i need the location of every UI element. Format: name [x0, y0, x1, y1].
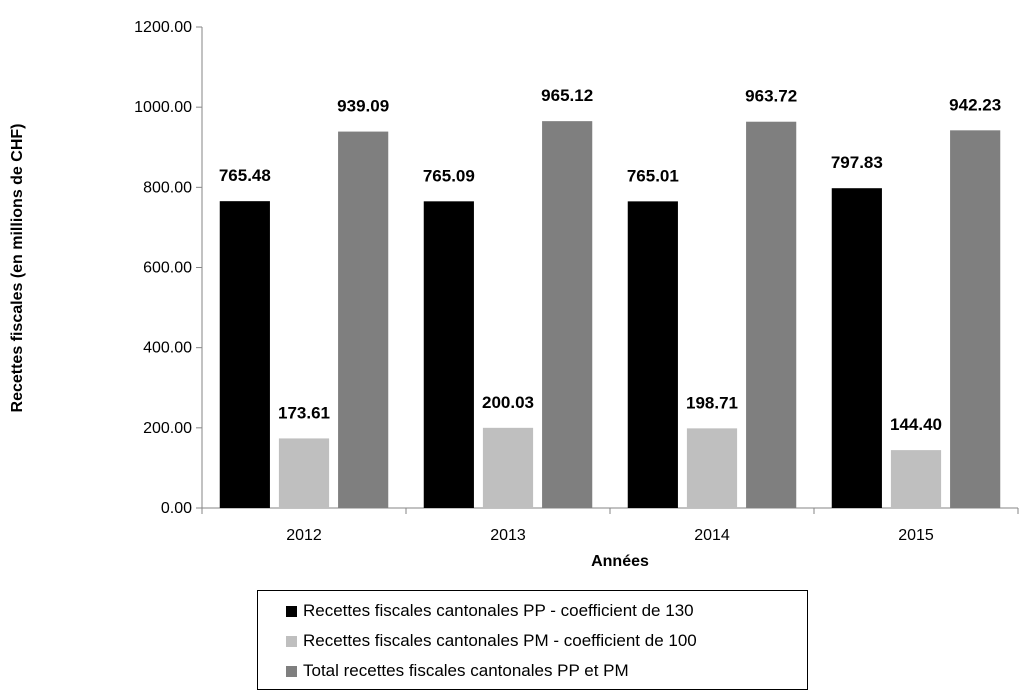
y-tick-label: 400.00 [143, 340, 192, 357]
bar-pp-2013 [423, 201, 474, 509]
x-tick-label: 2014 [694, 527, 730, 544]
y-axis-title: Recettes fiscales (en millions de CHF) [9, 124, 26, 413]
bar-pp-2014 [627, 201, 678, 508]
plot-area: 0.00 200.00 400.00 600.00 800.00 1000.00 1200.… [134, 19, 1019, 544]
bar-total-2012 [338, 131, 389, 508]
data-label: 173.61 [278, 403, 330, 422]
data-label: 765.01 [627, 166, 679, 185]
bar-pp-2012 [219, 201, 270, 508]
x-tick-label: 2012 [286, 527, 322, 544]
legend-item-pm: Recettes fiscales cantonales PM - coeffi… [286, 630, 697, 652]
legend-label-pp: Recettes fiscales cantonales PP - coeffi… [303, 601, 694, 620]
data-label: 765.09 [423, 166, 475, 185]
y-tick-label: 200.00 [143, 420, 192, 437]
legend-label-total: Total recettes fiscales cantonales PP et… [303, 661, 629, 680]
y-tick-label: 0.00 [161, 500, 192, 517]
data-label: 963.72 [745, 87, 797, 106]
legend-swatch-total [286, 665, 297, 677]
bar-pm-2013 [482, 427, 534, 508]
y-tick-label: 1000.00 [134, 99, 192, 116]
x-tick-label: 2015 [898, 527, 934, 544]
legend: Recettes fiscales cantonales PP - coeffi… [257, 590, 808, 690]
bar-pm-2012 [278, 438, 330, 508]
x-tick-label: 2013 [490, 527, 526, 544]
x-axis-title: Années [591, 553, 649, 570]
legend-swatch-pm [286, 635, 297, 647]
data-label: 200.03 [482, 393, 534, 412]
bar-pp-2015 [831, 188, 882, 509]
data-label: 765.48 [219, 166, 271, 185]
data-label: 797.83 [831, 153, 883, 172]
y-tick-label: 800.00 [143, 179, 192, 196]
bar-total-2014 [746, 121, 797, 509]
legend-item-pp: Recettes fiscales cantonales PP - coeffi… [286, 600, 694, 622]
bar-total-2013 [542, 121, 593, 508]
data-label: 965.12 [541, 86, 593, 105]
data-label: 198.71 [686, 393, 738, 412]
bar-pm-2015 [890, 450, 942, 508]
legend-swatch-pp [286, 605, 297, 617]
legend-label-pm: Recettes fiscales cantonales PM - coeffi… [303, 631, 697, 650]
data-label: 144.40 [890, 415, 942, 434]
y-tick-label: 600.00 [143, 260, 192, 277]
data-label: 942.23 [949, 95, 1001, 114]
bar-total-2015 [950, 130, 1001, 508]
bar-pm-2014 [686, 428, 738, 508]
y-tick-label: 1200.00 [134, 19, 192, 36]
data-label: 939.09 [337, 97, 389, 116]
legend-item-total: Total recettes fiscales cantonales PP et… [286, 660, 629, 682]
